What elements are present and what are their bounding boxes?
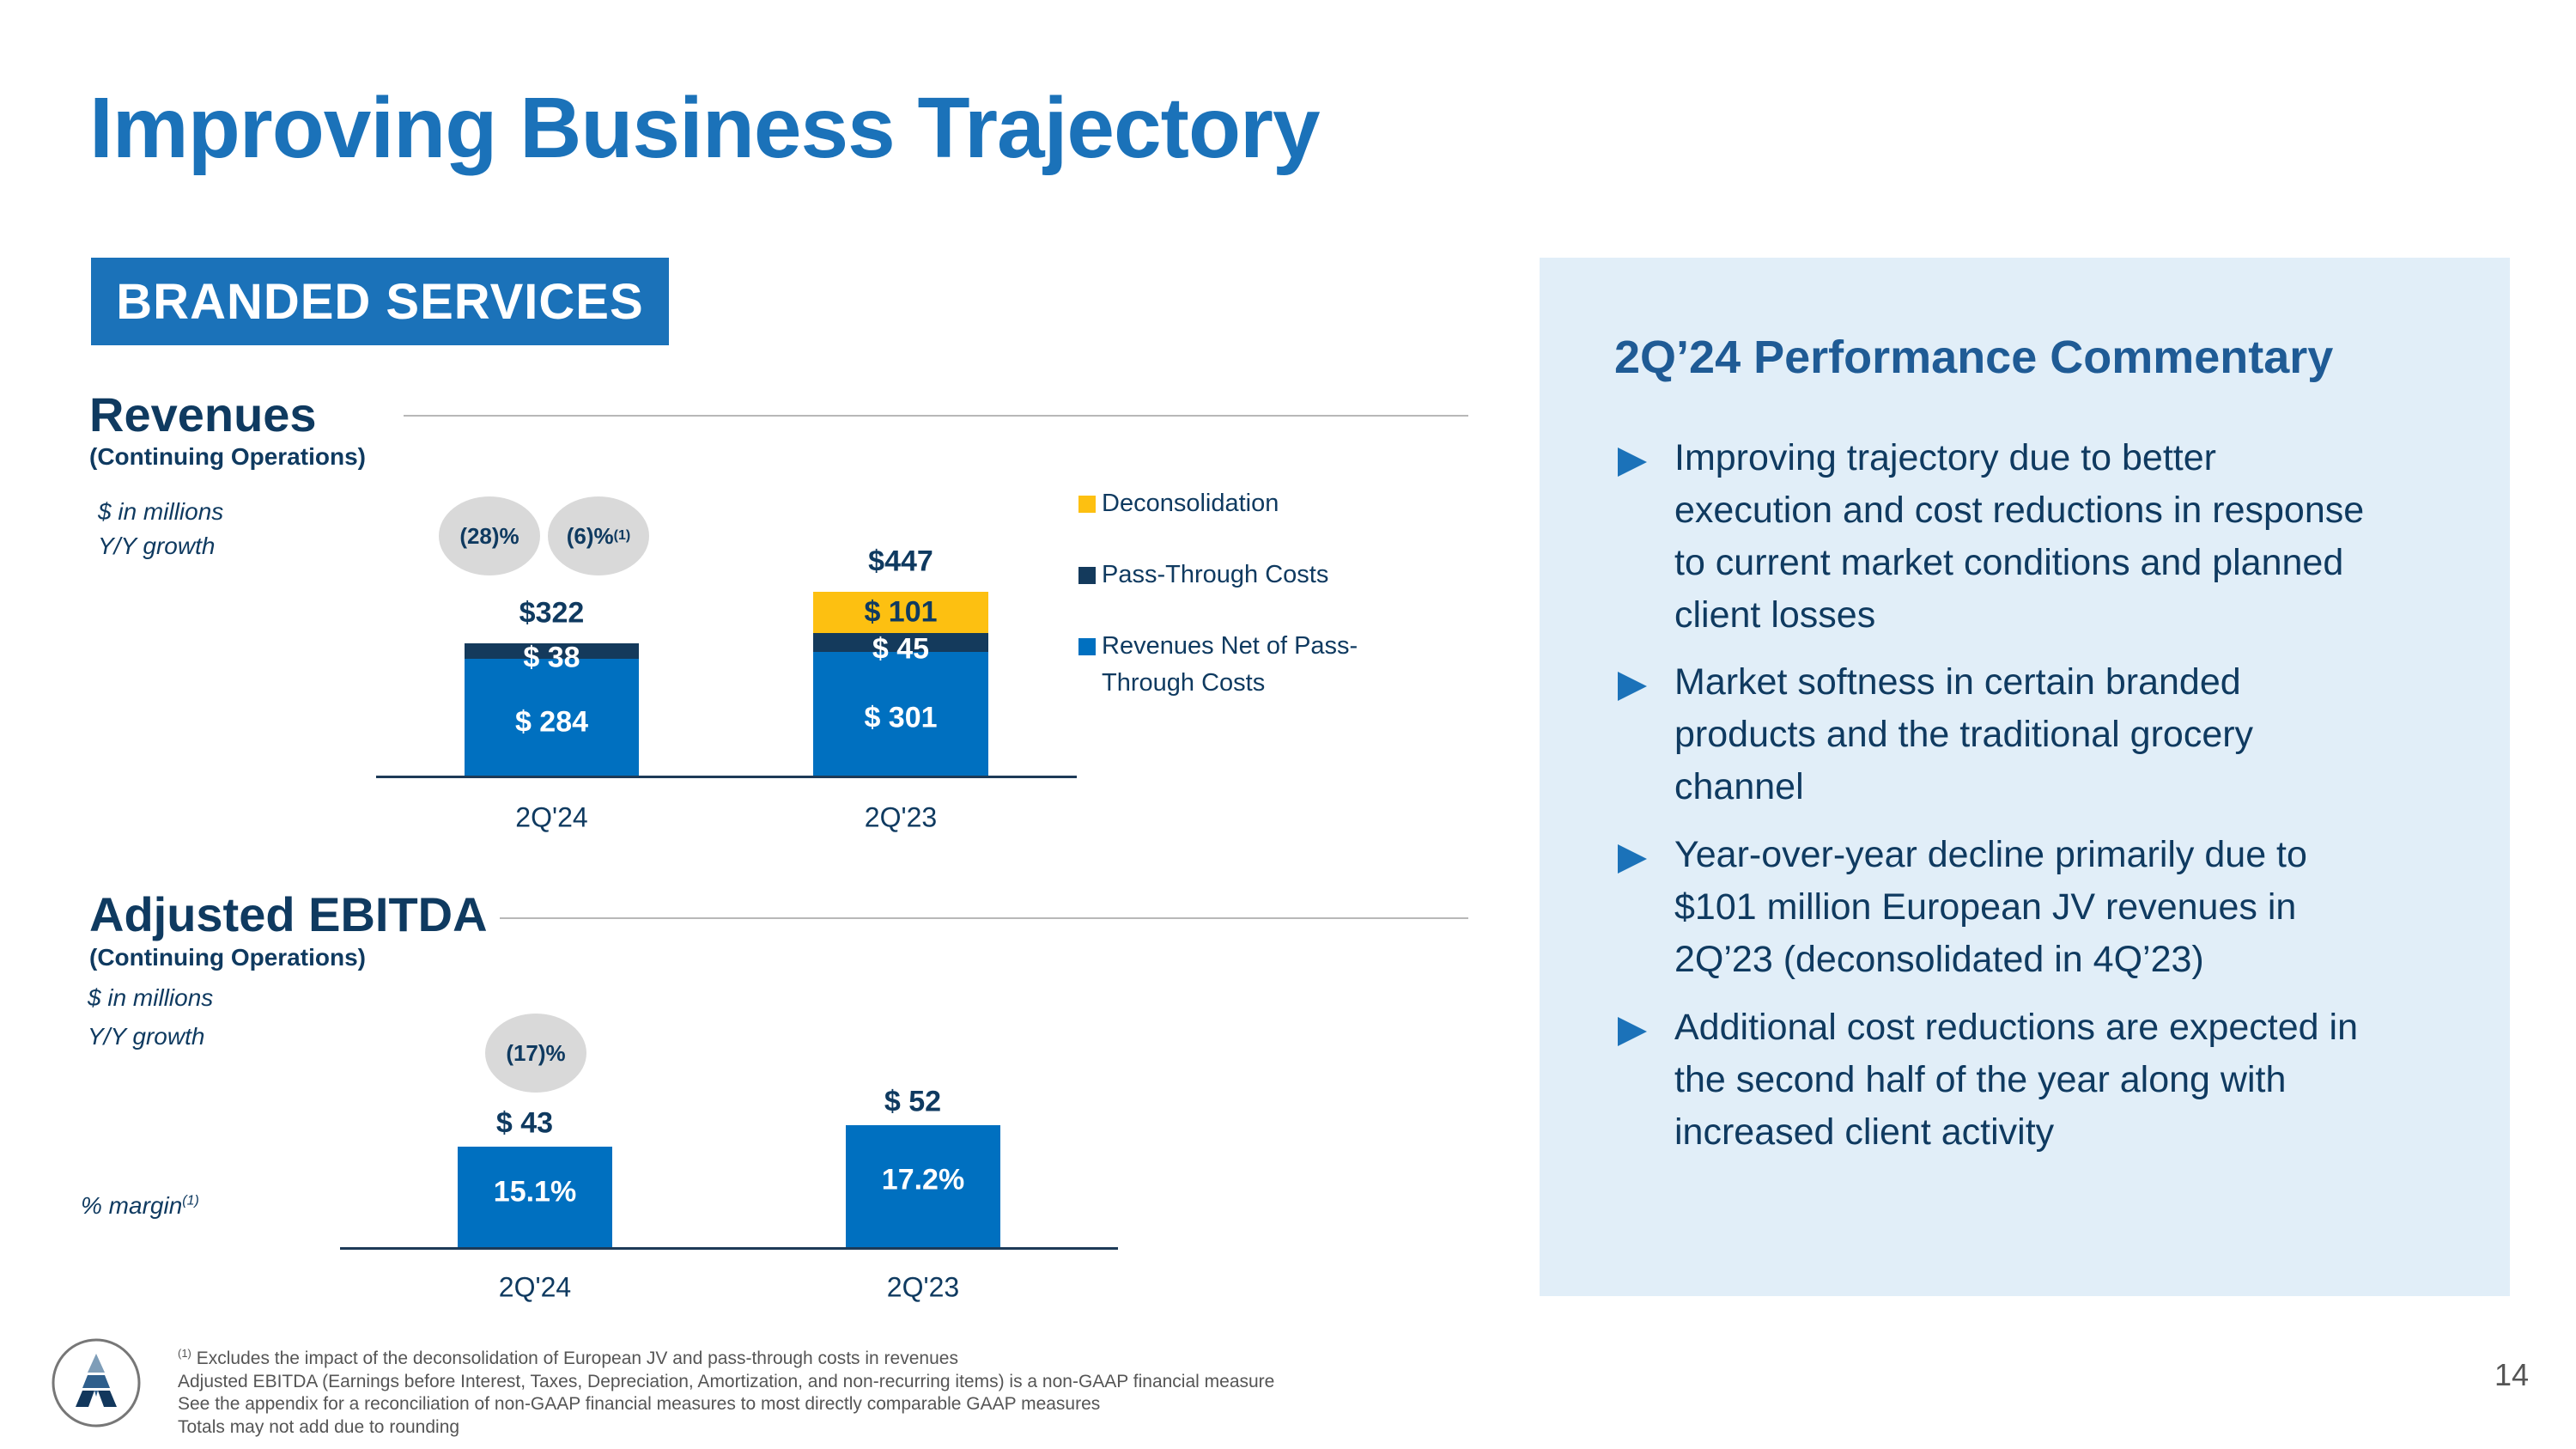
margin-label: 17.2%	[881, 1163, 965, 1196]
footnote-line: Adjusted EBITDA (Earnings before Interes…	[178, 1371, 1275, 1391]
bar-segment	[813, 591, 988, 634]
bar	[458, 1146, 612, 1248]
x-tick-label: 2Q'23	[886, 1271, 960, 1303]
commentary-heading: 2Q’24 Performance Commentary	[1614, 332, 2334, 383]
revenues-heading: Revenues	[89, 387, 317, 441]
ebitda-growth-bubble: (17)%	[485, 1014, 586, 1093]
legend-swatch-net-revenues	[1078, 638, 1096, 655]
bullet-line: client losses	[1674, 594, 1876, 636]
bullet-line: Year-over-year decline primarily due to	[1674, 834, 2307, 875]
bullet-line: Additional cost reductions are expected …	[1674, 1007, 2358, 1048]
x-tick-label: 2Q'24	[515, 801, 588, 833]
growth-value: (17)%	[506, 1039, 566, 1066]
x-tick-label: 2Q'23	[864, 801, 938, 833]
margin-label: 15.1%	[493, 1175, 577, 1209]
legend-swatch-deconsolidation	[1078, 496, 1096, 513]
footnote-line: (1) Excludes the impact of the deconsoli…	[178, 1342, 1274, 1371]
legend-label: Deconsolidation	[1102, 490, 1279, 517]
bullet-line: $101 million European JV revenues in	[1674, 886, 2297, 928]
triangle-bullet-icon	[1618, 844, 1647, 874]
section-banner: BRANDED SERVICES	[91, 258, 669, 345]
bar-value-label: $ 284	[514, 705, 589, 739]
bullet-line: to current market conditions and planned	[1674, 542, 2344, 583]
bullet-line: 2Q’23 (deconsolidated in 4Q’23)	[1674, 939, 2204, 980]
growth-bubble: (28)%	[439, 496, 540, 575]
bullet-line: the second half of the year along with	[1674, 1059, 2287, 1100]
bullet-line: channel	[1674, 766, 1804, 807]
triangle-bullet-icon	[1618, 672, 1647, 701]
bar-segment	[465, 659, 639, 776]
bullet-line: execution and cost reductions in respons…	[1674, 490, 2365, 531]
footnote-text: Excludes the impact of the deconsolidati…	[196, 1349, 958, 1368]
bullet-text: Year-over-year decline primarily due to $…	[1674, 829, 2307, 986]
growth-value: (6)%	[566, 522, 614, 549]
page-title: Improving Business Trajectory	[89, 80, 1321, 176]
bar-value-label: $ 38	[523, 641, 580, 674]
footnote-line: Totals may not add due to rounding	[178, 1416, 460, 1437]
bullet-text: Market softness in certain branded produc…	[1674, 656, 2253, 813]
bar-total-label: $447	[868, 545, 933, 578]
bar-value-label: $ 43	[495, 1106, 554, 1140]
bar-value-label: $ 45	[872, 632, 930, 666]
bar-value-label: $ 301	[864, 701, 938, 734]
page-number: 14	[2494, 1357, 2530, 1392]
ebitda-heading: Adjusted EBITDA	[89, 887, 488, 941]
bar-segment	[465, 642, 639, 660]
triangle-bullet-icon	[1618, 447, 1647, 477]
growth-value: (28)%	[459, 522, 519, 549]
bullet-line: Market softness in certain branded	[1674, 661, 2241, 703]
bar	[846, 1125, 1000, 1248]
bullet-line: Improving trajectory due to better	[1674, 437, 2216, 478]
x-tick-label: 2Q'24	[498, 1271, 572, 1303]
footnote-marker: (1)	[182, 1193, 199, 1209]
legend-label: Through Costs	[1102, 669, 1266, 697]
legend-swatch-pass-through	[1078, 567, 1096, 584]
revenues-units: $ in millions	[98, 498, 224, 525]
footnote-marker: (1)	[178, 1347, 191, 1360]
bar-segment	[813, 633, 988, 652]
footnotes: (1) Excludes the impact of the deconsoli…	[178, 1342, 1274, 1439]
ebitda-units: $ in millions	[88, 984, 214, 1011]
growth-bubble-adjusted: (6)% (1)	[548, 496, 649, 575]
revenues-growth-label: Y/Y growth	[98, 533, 216, 559]
revenues-divider	[404, 415, 1468, 417]
bar-value-label: $ 52	[884, 1085, 942, 1118]
ebitda-divider	[500, 917, 1468, 919]
ebitda-x-axis	[340, 1247, 1118, 1250]
bar-segment	[813, 651, 988, 776]
revenues-subheading: (Continuing Operations)	[89, 443, 366, 470]
ebitda-subheading: (Continuing Operations)	[89, 944, 366, 971]
legend-label: Revenues Net of Pass-	[1102, 632, 1358, 660]
bullet-line: increased client activity	[1674, 1111, 2055, 1153]
margin-label: % margin(1)	[81, 1192, 199, 1220]
revenues-x-axis	[376, 776, 1077, 778]
commentary-panel	[1540, 258, 2510, 1296]
margin-label-text: % margin	[81, 1192, 183, 1219]
footnote-marker: (1)	[613, 528, 631, 543]
bar-value-label: $ 101	[864, 595, 938, 629]
bullet-line: products and the traditional grocery	[1674, 714, 2254, 755]
bullet-text: Improving trajectory due to better execut…	[1674, 432, 2364, 642]
ebitda-growth-label: Y/Y growth	[88, 1023, 205, 1050]
footnote-line: See the appendix for a reconciliation of…	[178, 1394, 1101, 1414]
legend-label: Pass-Through Costs	[1102, 561, 1329, 588]
bar-total-label: $322	[519, 596, 585, 630]
triangle-bullet-icon	[1618, 1017, 1647, 1046]
bullet-text: Additional cost reductions are expected …	[1674, 1002, 2358, 1159]
company-logo-icon	[52, 1338, 141, 1428]
